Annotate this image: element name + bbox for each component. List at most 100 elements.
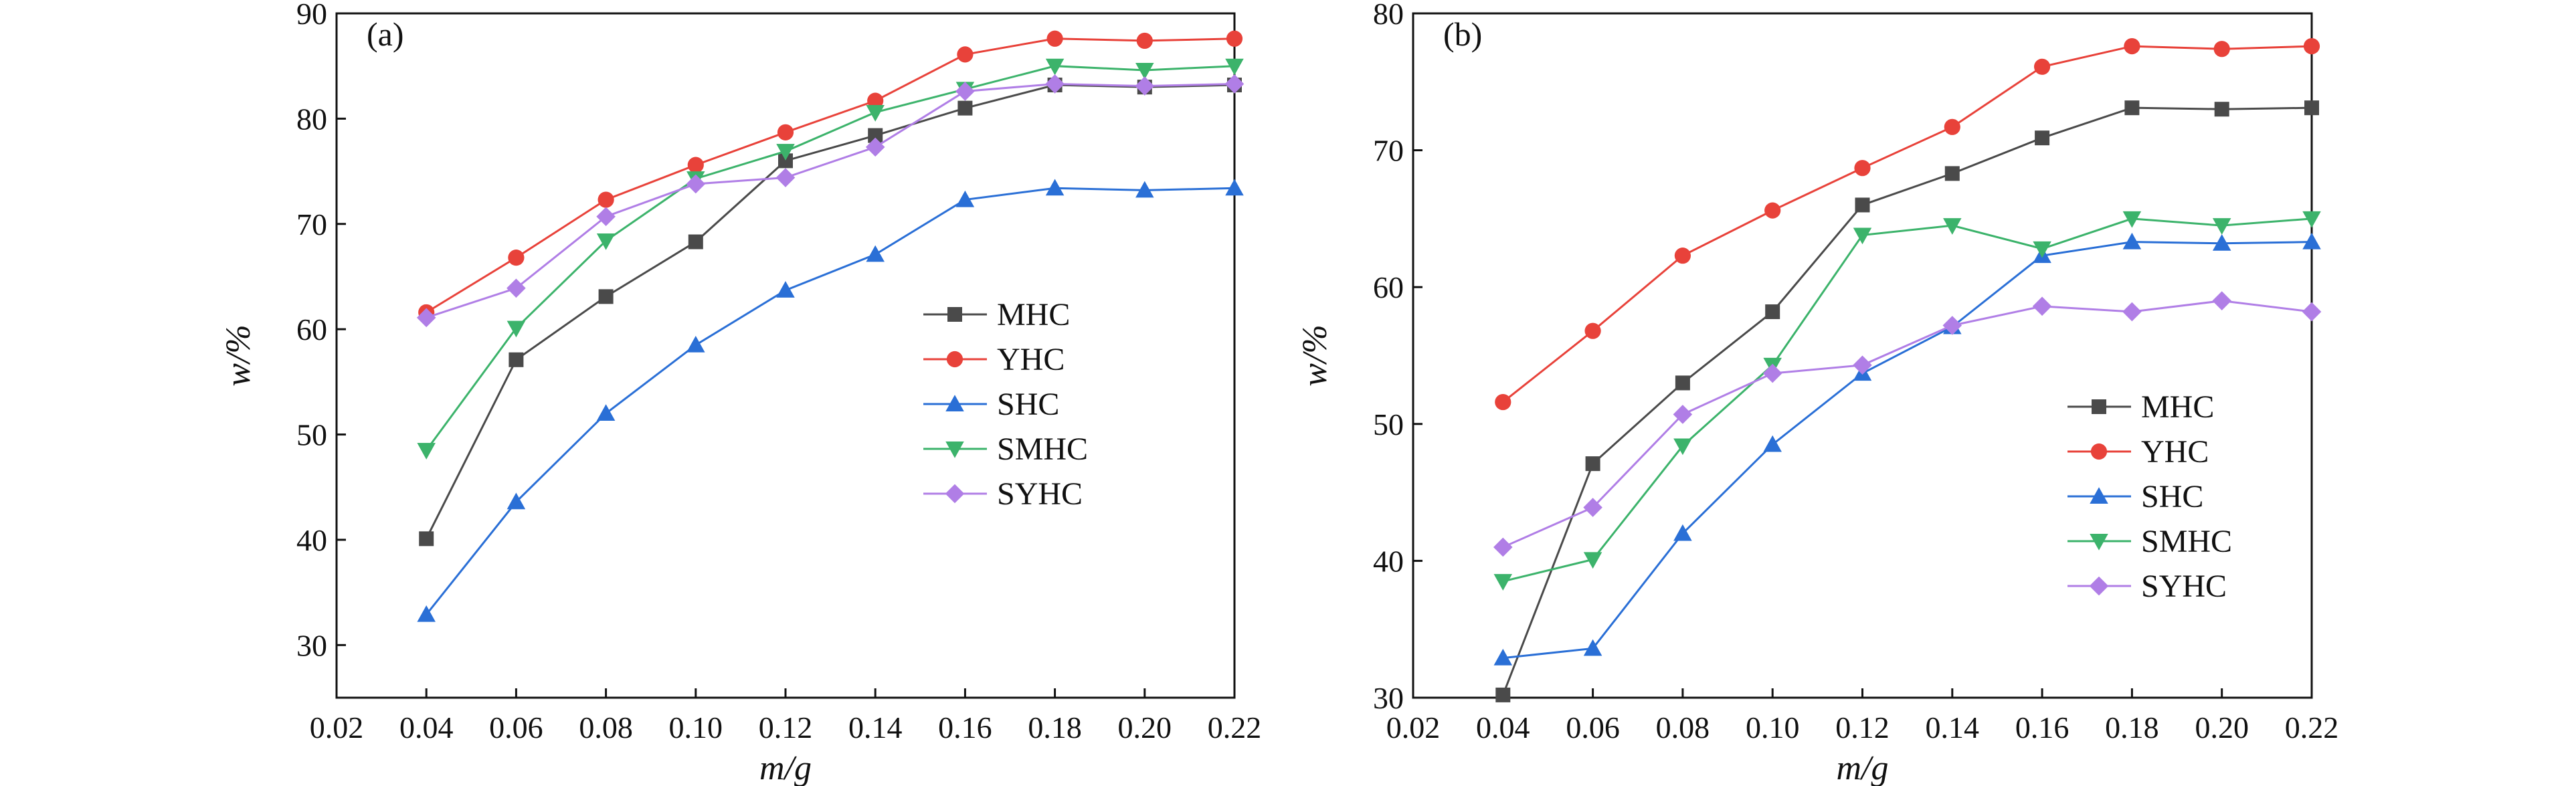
- data-point: [2212, 233, 2231, 251]
- data-point: [1583, 498, 1602, 517]
- x-tick-label: 0.10: [1746, 710, 1800, 745]
- y-tick-label: 70: [1373, 134, 1404, 168]
- panel-label: (b): [1443, 15, 1482, 53]
- legend-label: YHC: [2141, 434, 2209, 470]
- data-point: [598, 289, 614, 304]
- data-point: [2302, 211, 2321, 228]
- data-point: [1674, 248, 1691, 264]
- x-tick-label: 0.14: [1926, 710, 1980, 745]
- data-point: [1942, 316, 1962, 335]
- data-point: [955, 82, 975, 101]
- x-tick-label: 0.12: [1835, 710, 1890, 745]
- legend-marker: [2090, 443, 2108, 460]
- legend-label: YHC: [997, 342, 1065, 377]
- x-tick-label: 0.18: [1028, 710, 1082, 745]
- x-tick-label: 0.08: [1656, 710, 1710, 745]
- x-tick-label: 0.12: [759, 710, 813, 745]
- legend-label: MHC: [2141, 389, 2214, 425]
- panel-label: (a): [367, 15, 404, 53]
- data-point: [957, 46, 974, 63]
- data-point: [2034, 58, 2051, 75]
- y-tick-label: 40: [296, 523, 327, 557]
- x-tick-label: 0.22: [2285, 710, 2339, 745]
- x-tick-label: 0.20: [2195, 710, 2249, 745]
- data-point: [1495, 687, 1511, 702]
- x-tick-label: 0.04: [1476, 710, 1530, 745]
- data-point: [1673, 524, 1692, 541]
- data-point: [688, 234, 703, 250]
- data-point: [1136, 32, 1153, 50]
- data-point: [1584, 322, 1601, 339]
- x-axis-label: m/g: [759, 749, 812, 786]
- series-shc: [1493, 232, 2321, 666]
- legend-label: SMHC: [2141, 524, 2232, 559]
- legend-label: MHC: [997, 297, 1070, 332]
- x-tick-label: 0.06: [1566, 710, 1620, 745]
- x-tick-label: 0.16: [2015, 710, 2069, 745]
- y-axis-label: w/%: [219, 324, 258, 386]
- data-point: [508, 250, 525, 266]
- data-point: [1583, 552, 1602, 569]
- data-point: [596, 233, 616, 250]
- x-tick-label: 0.18: [2105, 710, 2159, 745]
- x-tick-label: 0.22: [1208, 710, 1262, 745]
- x-tick-label: 0.14: [848, 710, 903, 745]
- data-point: [776, 281, 795, 298]
- data-point: [1493, 537, 1513, 557]
- data-point: [1853, 227, 1872, 245]
- series-syhc: [1493, 291, 2322, 557]
- data-point: [1226, 30, 1243, 47]
- series-line: [425, 65, 1235, 452]
- x-tick-label: 0.06: [489, 710, 543, 745]
- data-point: [868, 128, 883, 143]
- data-point: [416, 308, 436, 328]
- data-point: [1763, 435, 1782, 452]
- series-line: [1501, 106, 2312, 696]
- data-point: [1762, 363, 1782, 383]
- data-point: [1764, 202, 1781, 219]
- data-point: [866, 104, 885, 122]
- data-point: [1944, 166, 1960, 181]
- data-point: [2213, 41, 2230, 58]
- y-tick-label: 80: [296, 102, 327, 136]
- data-point: [1585, 456, 1600, 472]
- legend: MHC YHC SHC SMHC SYHC: [2067, 389, 2232, 604]
- series-line: [426, 37, 1235, 314]
- y-tick-label: 80: [1373, 0, 1404, 31]
- data-point: [419, 531, 434, 547]
- data-point: [1854, 160, 1871, 177]
- series-line: [426, 187, 1235, 615]
- data-point: [1943, 218, 1962, 235]
- data-point: [1673, 438, 1692, 456]
- legend-marker: [2092, 399, 2106, 414]
- data-point: [775, 168, 796, 187]
- data-point: [686, 174, 706, 194]
- legend-label: SYHC: [997, 476, 1083, 512]
- data-point: [1135, 76, 1155, 96]
- series-mhc: [1495, 100, 2319, 702]
- chart-panel-b: 0.02 0.04 0.06 0.08 0.10 0.12 0.14 0.16 0.18 0.20…: [1296, 0, 2338, 786]
- data-point: [1853, 355, 1872, 375]
- legend-label: SHC: [2141, 479, 2203, 514]
- y-tick-label: 50: [296, 418, 327, 452]
- data-point: [1765, 304, 1780, 320]
- data-point: [1495, 393, 1511, 411]
- data-point: [865, 137, 885, 157]
- data-point: [1224, 74, 1245, 94]
- data-point: [2032, 296, 2052, 316]
- legend-marker: [945, 441, 964, 458]
- data-point: [507, 492, 526, 510]
- y-tick-label: 60: [1373, 270, 1404, 304]
- x-tick-label: 0.16: [938, 710, 992, 745]
- data-point: [2033, 241, 2051, 258]
- data-point: [507, 278, 526, 298]
- data-point: [2122, 211, 2142, 228]
- data-point: [867, 92, 884, 109]
- legend-marker: [946, 351, 963, 368]
- y-tick-label: 60: [296, 312, 327, 347]
- data-point: [1135, 62, 1154, 80]
- data-point: [596, 404, 616, 421]
- y-axis-label: w/%: [1296, 324, 1334, 386]
- legend-marker: [947, 307, 962, 322]
- y-tick-label: 30: [1373, 681, 1404, 715]
